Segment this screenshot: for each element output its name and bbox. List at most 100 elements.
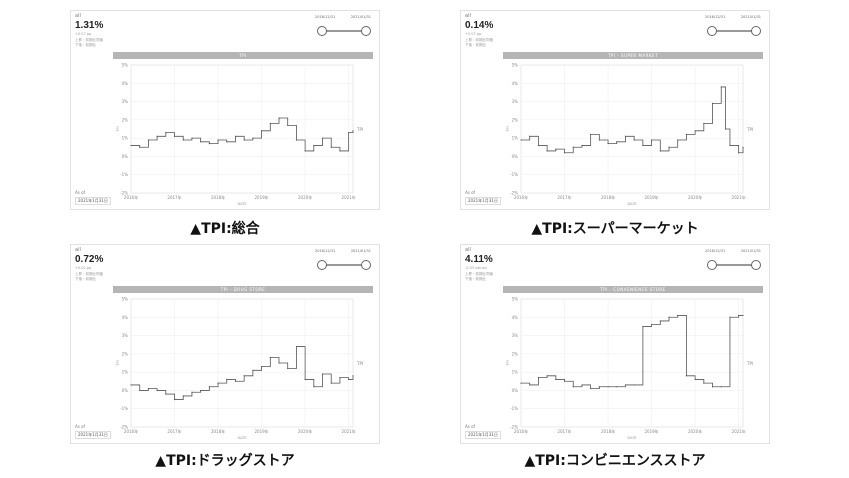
y-tick-label: 4%	[122, 315, 129, 320]
range-start-handle[interactable]	[707, 260, 717, 270]
panel-tpi-supermarket: all 0.14% +0.07 pp 上昇・前期比同値 下落・前期比 As of…	[460, 10, 770, 242]
range-track	[321, 264, 367, 266]
series-line	[521, 86, 744, 154]
data-point	[252, 137, 254, 139]
y-tick-label: -2%	[510, 191, 518, 196]
data-point	[742, 314, 744, 317]
data-point	[295, 345, 298, 348]
range-start: 2016/12/31	[315, 15, 336, 19]
chart-title: TPI - DRUG STORE	[113, 286, 373, 293]
as-of-date[interactable]: 2021年1月31日	[465, 197, 501, 205]
chart-title: TPI - SUPER MARKET	[503, 52, 763, 59]
data-point	[650, 324, 653, 326]
x-tick-label: 2021年	[732, 194, 746, 200]
meta-down: 下落・前期比	[465, 277, 486, 281]
line-chart: -2% -1% 0% 1% 2% 3% 4% 5% 2016年 2017年 2018年 2019年 20…	[506, 297, 753, 441]
kpi-value: 0.72%	[75, 254, 104, 265]
x-tick-label: 2020年	[688, 194, 702, 200]
y-tick-label: -1%	[510, 406, 518, 411]
y-tick-label: 2%	[122, 117, 129, 122]
data-point	[598, 386, 600, 388]
y-axis-label: TPI	[506, 360, 510, 366]
data-point	[694, 130, 696, 132]
range-end-handle[interactable]	[361, 260, 371, 270]
as-of-date[interactable]: 2021年1月31日	[75, 431, 111, 439]
y-tick-label: 0%	[122, 388, 129, 393]
dashboard-card: all 0.72% +0.02 pp 上昇・前期比同値 下落・前期比 As of…	[70, 244, 380, 444]
meta-down: 下落・前期比	[465, 43, 486, 47]
data-point	[147, 388, 150, 390]
figure-caption: ▲TPI:スーパーマーケット	[531, 221, 699, 237]
figure-caption: ▲TPI:総合	[190, 221, 260, 237]
x-tick-label: 2016年	[514, 194, 528, 200]
date-range-slider[interactable]: 2016/12/31 2021/01/31	[705, 249, 763, 275]
y-tick-label: -1%	[510, 172, 518, 177]
data-point	[572, 146, 574, 148]
data-point	[642, 325, 644, 328]
range-end-handle[interactable]	[361, 26, 371, 36]
x-tick-label: 2017年	[167, 428, 181, 434]
y-tick-label: 1%	[512, 136, 519, 141]
as-of-date[interactable]: 2021年1月31日	[465, 431, 501, 439]
line-chart: -2% -1% 0% 1% 2% 3% 4% 5% 2016年 2017年 2018年 2019年 20…	[116, 63, 363, 207]
data-point	[703, 382, 705, 384]
data-point	[555, 378, 557, 381]
x-tick-label: 2019年	[254, 428, 268, 434]
kpi-label: all	[465, 247, 471, 253]
data-point	[590, 133, 592, 136]
range-start-handle[interactable]	[707, 26, 717, 36]
x-tick-label: 2021年	[732, 428, 746, 434]
data-point	[165, 132, 167, 134]
data-point	[546, 375, 548, 377]
range-start-handle[interactable]	[317, 260, 327, 270]
data-point	[581, 384, 583, 386]
y-tick-label: 2%	[512, 351, 519, 356]
data-point	[339, 377, 341, 379]
kpi-change: +0.07 pp	[465, 32, 482, 36]
y-axis-label: TPI	[116, 126, 120, 132]
data-point	[607, 386, 609, 388]
kpi-label: all	[465, 13, 471, 19]
figure-caption: ▲TPI:コンビニエンスストア	[524, 453, 706, 469]
legend-label: TPI	[356, 361, 363, 366]
x-tick-label: 2016年	[124, 194, 138, 200]
date-range-slider[interactable]: 2016/12/31 2021/01/31	[315, 15, 373, 41]
data-point	[243, 375, 245, 377]
x-tick-label: 2019年	[644, 428, 658, 434]
data-point	[537, 144, 540, 147]
series-line	[521, 315, 743, 389]
y-tick-label: 3%	[122, 333, 129, 338]
meta-up: 上昇・前期比同値	[465, 38, 493, 42]
data-point	[200, 141, 202, 143]
data-point	[729, 316, 731, 318]
x-tick-label: 2018年	[601, 428, 615, 434]
as-of-date[interactable]: 2021年1月31日	[75, 197, 111, 205]
data-point	[130, 144, 132, 147]
x-tick-label: 2017年	[167, 194, 181, 200]
data-point	[147, 139, 150, 141]
data-point	[269, 122, 271, 125]
data-point	[208, 143, 210, 145]
data-point	[173, 398, 176, 401]
data-point	[330, 146, 332, 148]
x-tick-label: 2020年	[298, 428, 312, 434]
y-tick-label: 5%	[512, 63, 519, 68]
data-point	[348, 132, 350, 134]
date-range-slider[interactable]: 2016/12/31 2021/01/31	[705, 15, 763, 41]
data-point	[703, 122, 705, 125]
range-end-handle[interactable]	[751, 260, 761, 270]
kpi-change: +0.07 pp	[75, 32, 92, 36]
date-range-slider[interactable]: 2016/12/31 2021/01/31	[315, 249, 373, 275]
range-start-handle[interactable]	[317, 26, 327, 36]
x-tick-label: 2021年	[342, 194, 356, 200]
y-tick-label: 3%	[122, 99, 129, 104]
data-point	[330, 382, 332, 384]
data-point	[165, 393, 167, 395]
data-point	[243, 139, 245, 141]
meta-up: 上昇・前期比同値	[75, 38, 103, 42]
data-point	[581, 144, 583, 147]
data-point	[685, 375, 688, 377]
series-line	[131, 346, 354, 400]
data-point	[729, 144, 731, 147]
range-end-handle[interactable]	[751, 26, 761, 36]
